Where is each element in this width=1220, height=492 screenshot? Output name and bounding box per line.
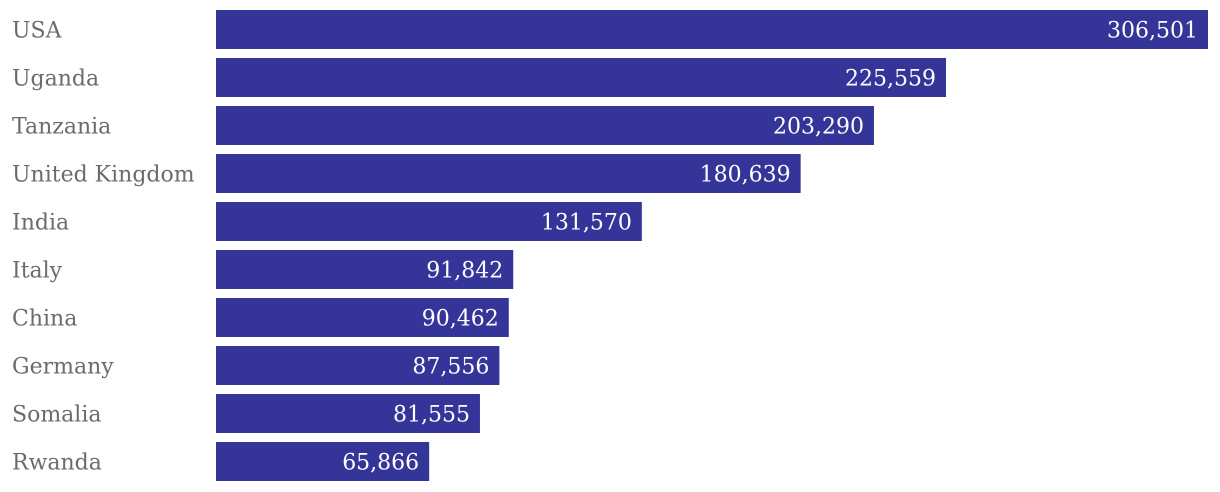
value-label-germany: 87,556 xyxy=(412,355,489,380)
category-label-united-kingdom: United Kingdom xyxy=(12,163,195,188)
category-label-germany: Germany xyxy=(12,355,114,380)
bar-germany xyxy=(216,346,500,385)
bar-usa xyxy=(216,10,1208,49)
category-label-somalia: Somalia xyxy=(12,403,101,428)
value-label-italy: 91,842 xyxy=(426,259,503,284)
bar-india xyxy=(216,202,642,241)
value-label-uganda: 225,559 xyxy=(845,67,936,92)
value-label-usa: 306,501 xyxy=(1107,19,1198,44)
bar-uganda xyxy=(216,58,947,97)
bar-rwanda xyxy=(216,442,430,481)
bar-tanzania xyxy=(216,106,874,145)
category-label-usa: USA xyxy=(12,19,63,44)
value-label-tanzania: 203,290 xyxy=(773,115,864,140)
bar-china xyxy=(216,298,509,337)
category-label-tanzania: Tanzania xyxy=(12,115,111,140)
value-label-rwanda: 65,866 xyxy=(342,451,419,476)
bar-somalia xyxy=(216,394,480,433)
value-label-united-kingdom: 180,639 xyxy=(700,163,791,188)
category-label-india: India xyxy=(12,211,69,236)
value-label-china: 90,462 xyxy=(422,307,499,332)
category-label-uganda: Uganda xyxy=(12,67,99,92)
category-label-rwanda: Rwanda xyxy=(12,451,102,476)
category-label-china: China xyxy=(12,307,77,332)
bar-italy xyxy=(216,250,514,289)
category-label-italy: Italy xyxy=(12,259,63,284)
value-label-somalia: 81,555 xyxy=(393,403,470,428)
bar-united-kingdom xyxy=(216,154,801,193)
value-label-india: 131,570 xyxy=(541,211,632,236)
